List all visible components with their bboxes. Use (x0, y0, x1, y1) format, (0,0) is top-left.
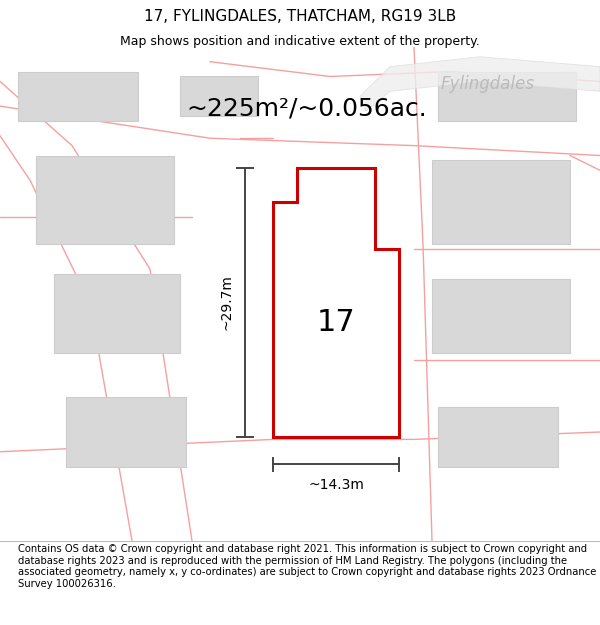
Bar (432, 161, 570, 244)
Polygon shape (360, 57, 600, 111)
Text: 17, FYLINGDALES, THATCHAM, RG19 3LB: 17, FYLINGDALES, THATCHAM, RG19 3LB (144, 9, 456, 24)
Text: Contains OS data © Crown copyright and database right 2021. This information is : Contains OS data © Crown copyright and d… (18, 544, 596, 589)
Text: ~225m²/~0.056ac.: ~225m²/~0.056ac. (186, 97, 427, 121)
Bar (180, 76, 258, 116)
Polygon shape (273, 168, 399, 437)
Text: ~29.7m: ~29.7m (220, 274, 234, 331)
Text: Map shows position and indicative extent of the property.: Map shows position and indicative extent… (120, 35, 480, 48)
Bar (438, 408, 558, 466)
Bar (36, 156, 174, 244)
Text: 17: 17 (317, 308, 355, 337)
Bar (432, 279, 570, 353)
Bar (18, 71, 138, 121)
Bar (438, 71, 576, 121)
Bar (66, 398, 186, 466)
Text: ~14.3m: ~14.3m (308, 478, 364, 492)
Bar (54, 274, 180, 353)
Text: Fylingdales: Fylingdales (441, 75, 535, 93)
